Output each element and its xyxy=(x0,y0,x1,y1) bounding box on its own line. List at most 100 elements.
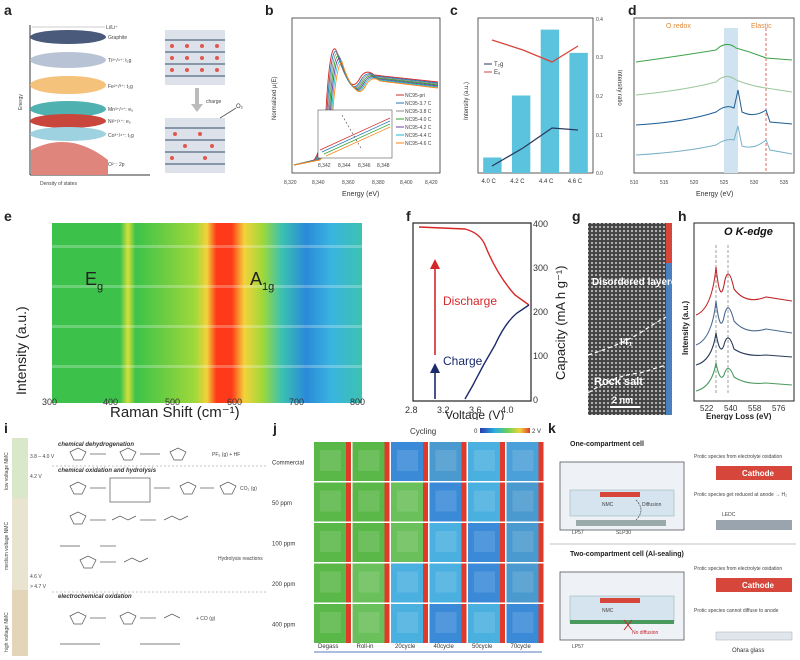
e-tick-5: 800 xyxy=(350,397,365,407)
layered-label: Disordered layered xyxy=(592,277,676,288)
x-axis-label: Energy (eV) xyxy=(342,191,379,198)
mn-band xyxy=(30,101,106,117)
panel-label-i: i xyxy=(4,420,8,436)
map-cell-3-1 xyxy=(352,563,390,603)
x-tick-0: 8,320 xyxy=(284,180,297,186)
d-tick-5: 535 xyxy=(780,180,789,186)
f-y-tick-0: 0 xyxy=(533,395,538,405)
map-edge-4-5 xyxy=(538,604,544,643)
legend-eg: E₉ xyxy=(494,70,501,76)
panel-e: Eg A1g Intensity (a.u.) Raman Shift (cm⁻… xyxy=(0,205,405,420)
map-cell-0-4 xyxy=(468,442,505,481)
x-tick-c-0: 4.0 C xyxy=(481,179,496,185)
diffusion-label: Diffusion xyxy=(642,502,662,508)
col-label-5: 70cycle xyxy=(511,644,532,650)
map-edge-4-3 xyxy=(461,604,467,643)
k-note-3: Protic species cannot diffuse to anode xyxy=(694,608,779,614)
eels-curve-4 xyxy=(695,362,793,392)
map-edge-4-1 xyxy=(384,604,390,643)
col-label-3: 40cycle xyxy=(434,644,455,650)
panel-k: One-compartment cell NMC Diffusion LP57 … xyxy=(546,420,800,660)
map-texture-2-3 xyxy=(435,531,457,552)
map-cell-3-2 xyxy=(391,563,428,603)
x-tick-c-3: 4.6 C xyxy=(568,179,583,185)
col-label-2: 20cycle xyxy=(395,644,416,650)
map-texture-4-1 xyxy=(358,612,380,633)
f-y-tick-2: 200 xyxy=(533,307,548,317)
inset-tick-0: 8,342 xyxy=(318,163,331,169)
panel-j: Cycling 0 2 V Commercial 50 ppm 100 ppm 200… xyxy=(270,420,546,660)
row-label-2: 100 ppm xyxy=(272,542,295,548)
row-label-4: 400 ppm xyxy=(272,623,295,629)
inset-tick-2: 8,346 xyxy=(358,163,371,169)
map-texture-0-0 xyxy=(320,450,341,471)
cycling-mapping-grid: Cycling 0 2 V Commercial 50 ppm 100 ppm 200… xyxy=(272,427,544,653)
side-high: high voltage NMC xyxy=(4,612,10,652)
inset: 8,342 8,344 8,346 8,348 xyxy=(317,109,393,169)
tem-lattice xyxy=(588,223,666,415)
a1g-peak-label: A1g xyxy=(250,269,274,293)
o2-label: O₂ xyxy=(236,104,244,110)
level-label-o2p: O²⁻: 2p xyxy=(108,162,125,168)
k-note-1: Protic species get reduced at anode → H₂ xyxy=(694,492,787,498)
map-edge-3-0 xyxy=(346,563,351,603)
section-electrochemical: electrochemical oxidation xyxy=(58,594,132,600)
map-texture-4-0 xyxy=(320,612,341,633)
spectrum-3 xyxy=(635,89,793,126)
legend-t2g: T₂g xyxy=(494,62,503,68)
map-cell-0-5 xyxy=(506,442,544,481)
nmc-label-2: NMC xyxy=(602,608,614,614)
h-tick-1: 540 xyxy=(724,404,738,413)
map-edge-1-1 xyxy=(384,482,390,522)
x-tick-c-1: 4.2 C xyxy=(510,179,525,185)
f-x-tick-1: 3.2 xyxy=(437,405,450,415)
nmc-cathode-top xyxy=(600,492,640,497)
depth-bar xyxy=(666,223,672,415)
k-note-2: Protic species from electrolyte oxidatio… xyxy=(694,566,782,572)
i41-label: I4₁ xyxy=(620,337,632,348)
panel-c: Intensity (a.u.) Intensity ratio 4.0 C 4.… xyxy=(448,0,626,205)
map-cell-0-1 xyxy=(352,442,390,481)
spectrum-4 xyxy=(635,125,793,156)
map-texture-1-0 xyxy=(320,490,341,512)
legend-item-0: NC95-pri xyxy=(405,93,425,99)
panel-label-h: h xyxy=(678,208,687,224)
d-tick-2: 520 xyxy=(690,180,699,186)
scale-max: 2 V xyxy=(532,429,541,435)
f-y-axis-label: Capacity (mA h g⁻¹) xyxy=(553,265,568,380)
k-note-0: Protic species from electrolyte oxidatio… xyxy=(694,454,782,460)
h-title: O K-edge xyxy=(724,226,773,238)
map-texture-0-1 xyxy=(358,450,380,471)
ohara-label: Ohara glass xyxy=(732,648,764,654)
level-label-mn: Mn³⁺/⁴⁺: e₉ xyxy=(108,107,133,113)
map-cell-0-0 xyxy=(314,442,351,481)
legend-b: NC95-pri NC95-3.7 C NC95-3.8 C NC95-4.0 … xyxy=(396,93,432,147)
map-cell-3-4 xyxy=(468,563,505,603)
reaction-scheme: low voltage NMC medium voltage NMC high … xyxy=(4,438,268,656)
o-redox-label: O redox xyxy=(666,23,691,30)
map-texture-3-2 xyxy=(397,571,418,593)
graphite-band xyxy=(30,30,106,44)
charge-arrow xyxy=(191,88,203,112)
molecule-sketches xyxy=(60,447,237,645)
discharge-curve xyxy=(418,226,530,306)
level-label-ti: Ti³⁺/⁴⁺: t₂g xyxy=(108,58,132,64)
map-edge-1-0 xyxy=(346,482,351,522)
map-cell-2-5 xyxy=(506,523,544,562)
panel-a: Energy Density of states Li/Li⁺ Graphite… xyxy=(0,0,262,205)
intensity-bar-chart: Intensity (a.u.) Intensity ratio 4.0 C 4.… xyxy=(464,17,622,185)
map-cell-1-2 xyxy=(391,482,428,522)
note-hydrolysis: Hydrolysis reactions xyxy=(218,556,263,562)
map-cell-4-1 xyxy=(352,604,390,643)
eels-curve-3 xyxy=(695,332,793,366)
x-tick-5: 8,420 xyxy=(425,180,438,186)
voltage-3: > 4.7 V xyxy=(30,584,47,590)
map-texture-1-1 xyxy=(358,490,380,512)
y-axis-label: Normalized μ(E) xyxy=(272,77,278,120)
map-edge-1-4 xyxy=(500,482,505,522)
legend-item-1: NC95-3.7 C xyxy=(405,101,432,107)
cathode-inset-2 xyxy=(716,578,792,592)
note-co2: CO₂ (g) xyxy=(240,486,257,492)
map-texture-4-4 xyxy=(474,612,495,633)
level-label-co: Co³⁺/⁴⁺: t₂g xyxy=(108,133,134,139)
